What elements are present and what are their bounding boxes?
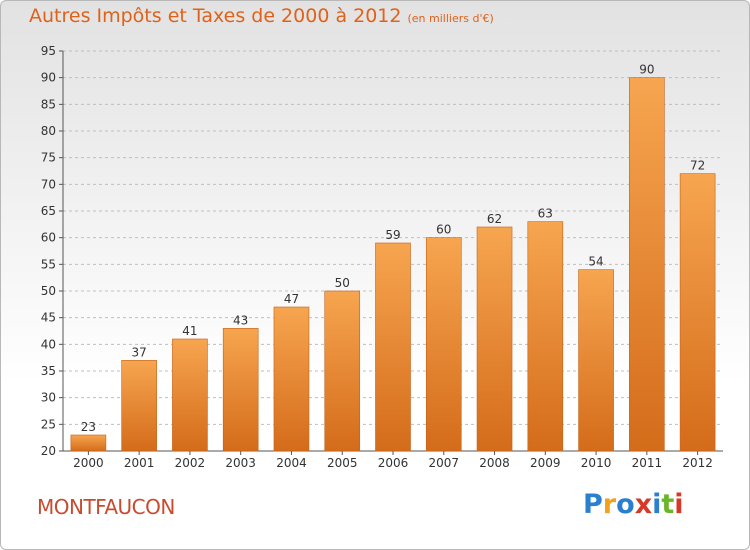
logo-letter: i	[652, 489, 662, 520]
y-tick-label: 40	[41, 337, 56, 351]
y-tick-label: 85	[41, 97, 56, 111]
y-tick-label: 90	[41, 71, 56, 85]
x-tick-label: 2010	[581, 456, 612, 470]
data-label: 54	[588, 255, 603, 269]
x-tick-label: 2012	[682, 456, 713, 470]
data-label: 47	[284, 292, 299, 306]
proxiti-logo[interactable]: Proxiti	[583, 489, 684, 520]
logo-letter: t	[661, 489, 675, 520]
y-tick-label: 35	[41, 364, 56, 378]
bar	[679, 173, 716, 452]
y-tick-label: 95	[41, 44, 56, 58]
x-tick-label: 2005	[327, 456, 358, 470]
bar	[527, 221, 564, 452]
logo-letter: x	[634, 489, 653, 520]
bar	[121, 360, 157, 452]
x-tick-label: 2007	[428, 456, 459, 470]
x-tick-label: 2011	[632, 456, 663, 470]
y-tick-label: 20	[41, 444, 56, 458]
x-tick-label: 2003	[225, 456, 256, 470]
x-tick-label: 2004	[276, 456, 307, 470]
data-label: 59	[385, 228, 400, 242]
y-tick-label: 50	[41, 284, 56, 298]
y-tick-label: 65	[41, 204, 56, 218]
y-tick-label: 75	[41, 151, 56, 165]
y-tick-label: 30	[41, 391, 56, 405]
bar	[425, 237, 462, 452]
y-tick-label: 25	[41, 417, 56, 431]
bar	[70, 434, 107, 452]
y-tick-label: 70	[41, 177, 56, 191]
logo-letter: i	[674, 489, 684, 520]
chart-title: Autres Impôts et Taxes de 2000 à 2012 (en…	[29, 5, 494, 27]
labels: 20 25 30 35 40 45 50 55 60 65 70 75 80 85 90 95 23 2000 37…	[41, 44, 713, 470]
bar	[222, 328, 259, 452]
y-tick-label: 60	[41, 231, 56, 245]
data-label: 72	[690, 159, 705, 173]
logo-letter: P	[583, 489, 603, 520]
data-label: 23	[81, 420, 96, 434]
bars	[70, 77, 716, 452]
bar	[578, 269, 614, 452]
chart-title-unit: (en milliers d'€)	[407, 12, 494, 25]
y-tick-label: 55	[41, 257, 56, 271]
data-label: 90	[639, 63, 654, 77]
x-tick-label: 2002	[175, 456, 206, 470]
data-label: 37	[132, 345, 147, 359]
data-label: 43	[233, 313, 248, 327]
bar	[629, 77, 665, 452]
data-label: 50	[335, 276, 350, 290]
commune-name: MONTFAUCON	[37, 495, 175, 519]
bar	[273, 306, 310, 452]
x-tick-label: 2009	[530, 456, 561, 470]
x-tick-label: 2008	[479, 456, 510, 470]
data-label: 63	[538, 207, 553, 221]
data-label: 62	[487, 212, 502, 226]
x-tick-label: 2000	[73, 456, 104, 470]
x-tick-label: 2006	[378, 456, 409, 470]
bar	[324, 290, 361, 452]
bar	[476, 226, 513, 452]
logo-letter: o	[616, 489, 635, 520]
data-label: 60	[436, 223, 451, 237]
bar	[172, 338, 208, 452]
logo-letter: r	[602, 489, 617, 520]
y-tick-label: 80	[41, 124, 56, 138]
data-label: 41	[182, 324, 197, 338]
y-tick-label: 45	[41, 311, 56, 325]
x-tick-label: 2001	[124, 456, 155, 470]
bar	[375, 242, 411, 452]
chart-title-main: Autres Impôts et Taxes de 2000 à 2012	[29, 5, 402, 27]
